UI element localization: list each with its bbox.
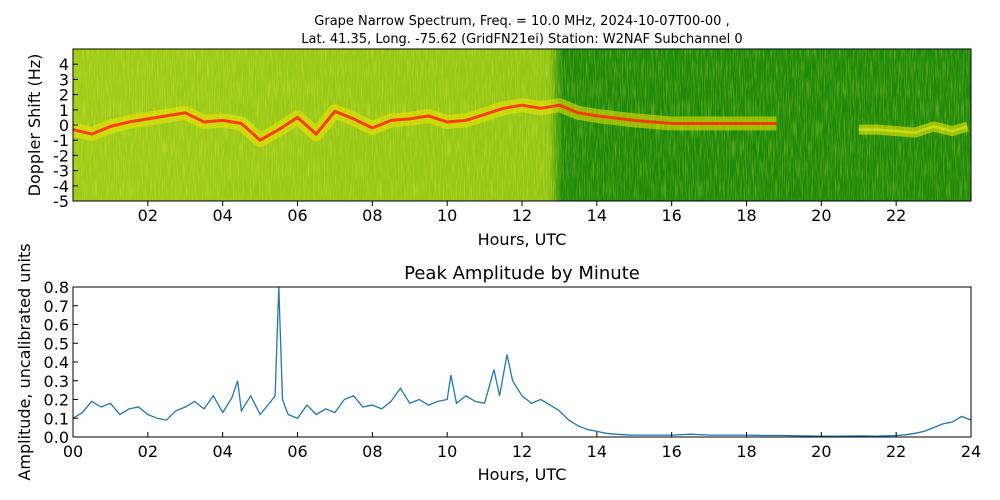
amplitude-ytick-label: 0.3 bbox=[44, 372, 69, 391]
amplitude-ytick-label: 0.0 bbox=[44, 428, 69, 447]
amplitude-xtick-label: 14 bbox=[587, 442, 607, 461]
spectrum-xtick-label: 18 bbox=[736, 206, 756, 225]
amplitude-xlabel: Hours, UTC bbox=[478, 465, 567, 484]
spectrum-ytick-label: 4 bbox=[59, 55, 69, 74]
spectrum-title-line2: Lat. 41.35, Long. -75.62 (GridFN21ei) St… bbox=[301, 32, 742, 47]
amplitude-xtick-label: 10 bbox=[437, 442, 457, 461]
amplitude-ytick-label: 0.8 bbox=[44, 278, 69, 297]
amplitude-xtick-label: 02 bbox=[138, 442, 158, 461]
spectrum-ytick-label: 3 bbox=[59, 70, 69, 89]
amplitude-ylabel: Amplitude, uncalibrated units bbox=[15, 243, 34, 480]
spectrum-ytick-label: -5 bbox=[53, 192, 69, 211]
amplitude-ytick-label: 0.5 bbox=[44, 334, 69, 353]
spectrum-ytick-label: 1 bbox=[59, 101, 69, 120]
amplitude-plot-area bbox=[73, 287, 971, 437]
amplitude-xtick-label: 00 bbox=[63, 442, 83, 461]
amplitude-xtick-label: 16 bbox=[661, 442, 681, 461]
amplitude-xtick-label: 04 bbox=[212, 442, 232, 461]
amplitude-xtick-label: 06 bbox=[287, 442, 307, 461]
amplitude-ytick-label: 0.6 bbox=[44, 316, 69, 335]
spectrum-xtick-label: 20 bbox=[811, 206, 831, 225]
amplitude-xtick-label: 20 bbox=[811, 442, 831, 461]
spectrum-ytick-label: 0 bbox=[59, 116, 69, 135]
spectrum-xtick-label: 22 bbox=[886, 206, 906, 225]
amplitude-xtick-label: 12 bbox=[512, 442, 532, 461]
spectrum-ylabel: Doppler Shift (Hz) bbox=[25, 54, 44, 197]
doppler-trace bbox=[73, 103, 777, 142]
spectrum-xtick-label: 06 bbox=[287, 206, 307, 225]
spectrum-ytick-label: -4 bbox=[53, 177, 69, 196]
spectrum-xtick-label: 10 bbox=[437, 206, 457, 225]
amplitude-ytick-label: 0.7 bbox=[44, 297, 69, 316]
spectrogram-plot bbox=[73, 49, 971, 201]
spectrum-ytick-label: -3 bbox=[53, 162, 69, 181]
amplitude-xtick-label: 08 bbox=[362, 442, 382, 461]
spectrum-ytick-label: 2 bbox=[59, 86, 69, 105]
spectrum-xtick-label: 02 bbox=[138, 206, 158, 225]
amplitude-xtick-label: 18 bbox=[736, 442, 756, 461]
spectrum-xtick-label: 12 bbox=[512, 206, 532, 225]
amplitude-xtick-label: 22 bbox=[886, 442, 906, 461]
spectrum-xtick-label: 08 bbox=[362, 206, 382, 225]
amplitude-title: Peak Amplitude by Minute bbox=[404, 263, 640, 284]
spectrum-xtick-label: 04 bbox=[212, 206, 232, 225]
spectrum-xlabel: Hours, UTC bbox=[478, 230, 567, 249]
spectrum-ytick-label: -1 bbox=[53, 131, 69, 150]
spectrum-ytick-label: -2 bbox=[53, 146, 69, 165]
doppler-trace-late bbox=[858, 125, 968, 134]
amplitude-ytick-label: 0.1 bbox=[44, 409, 69, 428]
spectrum-xtick-label: 14 bbox=[587, 206, 607, 225]
amplitude-ytick-label: 0.2 bbox=[44, 391, 69, 410]
amplitude-series-line bbox=[73, 287, 971, 437]
spectrum-title-line1: Grape Narrow Spectrum, Freq. = 10.0 MHz,… bbox=[314, 14, 729, 29]
amplitude-ytick-label: 0.4 bbox=[44, 353, 69, 372]
spectrum-xtick-label: 16 bbox=[661, 206, 681, 225]
amplitude-xtick-label: 24 bbox=[961, 442, 981, 461]
